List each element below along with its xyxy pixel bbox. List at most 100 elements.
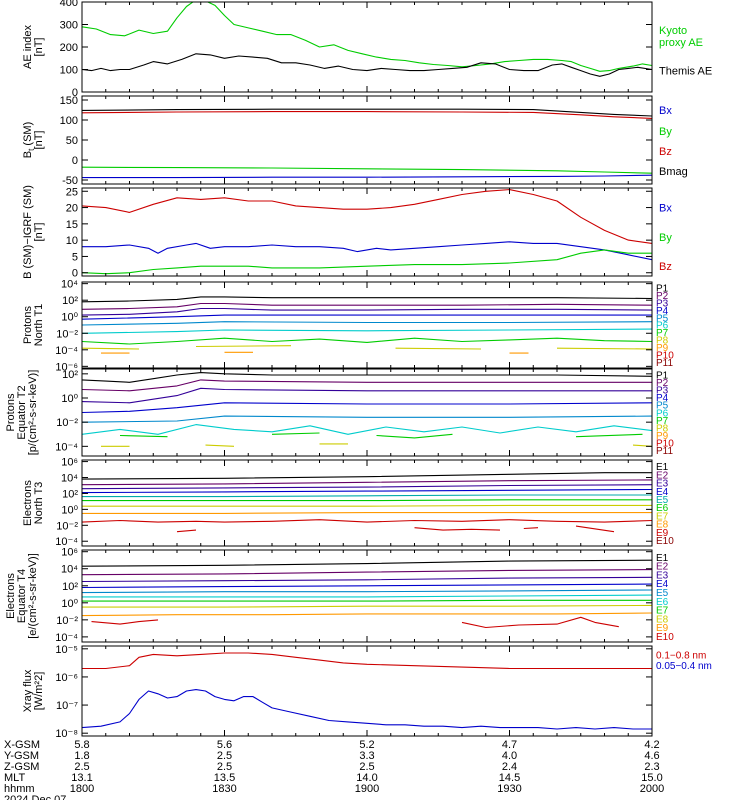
y-tick-label: 150	[60, 95, 78, 107]
series-line-bsm-2	[82, 111, 652, 119]
y-tick-label: 100	[60, 115, 78, 127]
legend-label: P8	[656, 336, 669, 347]
footer-value: 13.5	[214, 772, 235, 784]
footer-row-label: MLT	[4, 772, 25, 784]
series-line-bsm-3	[82, 108, 652, 117]
y-tick-label: -50	[62, 175, 78, 187]
y-tick-label: 10⁴	[61, 473, 78, 485]
y-axis-label: Equator T2	[16, 385, 28, 439]
y-tick-label: 10⁶	[61, 457, 78, 469]
footer-value: 13.1	[71, 772, 92, 784]
series-line-en-3	[82, 488, 652, 494]
y-tick-label: 0	[72, 268, 78, 280]
series-line-pe-0	[82, 372, 652, 383]
legend-label: P3	[656, 298, 669, 309]
y-tick-label: 10²	[62, 369, 78, 381]
legend-label: E4	[656, 487, 669, 498]
series-line-ee-8	[82, 612, 652, 617]
series-line-en-5	[82, 499, 652, 502]
panel-pn: 10⁻⁶ 10⁻⁴ 10⁻² 10⁰ 10² 10⁴ Protons North T1 P1P2…	[22, 279, 674, 374]
y-tick-label: 10⁶	[61, 547, 78, 559]
legend-label: E1	[656, 553, 669, 564]
legend-label: Bmag	[659, 166, 688, 178]
y-tick-label: 10⁻⁷	[56, 700, 78, 712]
legend-label: E5	[656, 588, 669, 599]
y-axis-label: B (SM)−IGRF (SM)	[22, 185, 34, 279]
legend-label: E9	[656, 528, 669, 539]
y-tick-label: 10⁴	[61, 564, 78, 576]
footer-value: 15.0	[641, 772, 662, 784]
series-group	[82, 189, 652, 275]
y-tick-label: 10²	[62, 581, 78, 593]
legend-label: P9	[656, 343, 669, 354]
series-line-pe-2	[82, 387, 652, 404]
footer-value: 1.8	[74, 750, 89, 762]
legend-label: Bx	[659, 203, 672, 215]
series-line-en-1	[82, 479, 652, 486]
legend-label: E6	[656, 597, 669, 608]
footer-row-label: X-GSM	[4, 739, 40, 751]
y-tick-label: 5	[72, 251, 78, 263]
footer-row-label: Y-GSM	[4, 750, 39, 762]
series-line-xray-1	[82, 689, 652, 730]
y-tick-label: 10⁻⁸	[55, 728, 78, 740]
footer-value: 14.0	[356, 772, 377, 784]
series-line-ee-1	[82, 569, 652, 576]
series-line-pe-7	[101, 443, 652, 447]
legend-label: P1	[656, 283, 669, 294]
legend-label: P3	[656, 386, 669, 397]
footer-date: 2024 Dec 07	[4, 794, 66, 800]
y-tick-label: 10	[66, 235, 78, 247]
footer-value: 14.5	[499, 772, 520, 784]
footer-value: 2.4	[502, 761, 517, 773]
legend-label: P6	[656, 321, 669, 332]
series-line-ee-6	[82, 599, 652, 602]
y-tick-label: 10⁻²	[56, 615, 78, 627]
y-tick-label: 10⁻²	[56, 328, 78, 340]
y-axis-label: Protons	[22, 306, 34, 344]
y-tick-label: 10⁰	[61, 504, 78, 516]
y-tick-label: 25	[66, 186, 78, 198]
y-axis-label: [e/(cm²-s-sr-keV)]	[27, 553, 39, 639]
y-tick-label: 10⁻⁴	[55, 441, 78, 453]
y-tick-label: 0	[72, 87, 78, 99]
panel-frame	[81, 187, 653, 277]
panel-pe: 10⁻⁴ 10⁻² 10⁰ 10² Protons Equator T2 [p/(cm²-s…	[5, 368, 674, 457]
legend-label: P4	[656, 393, 669, 404]
ephemeris-footer: X-GSM 5.8 5.6 5.2 4.7 4.2Y-GSM 1.8 2.5 3.3 4.0 4.6…	[4, 739, 664, 800]
legend-label: E2	[656, 470, 669, 481]
series-line-ae-0	[82, 2, 652, 72]
legend-label: E7	[656, 511, 669, 522]
footer-value: 5.6	[217, 739, 232, 751]
y-axis-label: [W/m²2]	[33, 672, 45, 711]
series-line-xray-0	[82, 652, 652, 670]
series-line-pn-3	[82, 314, 652, 320]
legend-label: E6	[656, 503, 669, 514]
series-line-en-6	[82, 504, 652, 507]
series-line-en-0	[82, 472, 652, 480]
series-group	[82, 472, 652, 533]
y-axis-label: AE index	[22, 24, 34, 69]
y-tick-label: 10⁻⁴	[55, 345, 78, 357]
legend-label: P1	[656, 371, 669, 382]
series-line-en-7	[82, 512, 652, 514]
footer-value: 2000	[640, 783, 664, 795]
series-line-pn-7	[82, 345, 652, 350]
series-line-pn-6	[82, 337, 652, 345]
footer-value: 5.8	[74, 739, 89, 751]
series-line-en-4	[82, 494, 652, 498]
series-line-ee-3	[82, 583, 652, 589]
series-line-ee-5	[82, 594, 652, 598]
footer-value: 3.3	[359, 750, 374, 762]
legend-label: Themis AE	[659, 66, 712, 78]
legend-label: E8	[656, 614, 669, 625]
series-line-pn-2	[82, 307, 652, 316]
series-line-pn-0	[82, 296, 652, 303]
series-line-ee-0	[82, 559, 652, 567]
legend-label: E10	[656, 536, 674, 547]
legend-label: Bz	[659, 146, 672, 158]
legend-label: P5	[656, 313, 669, 324]
legend-label: P6	[656, 408, 669, 419]
